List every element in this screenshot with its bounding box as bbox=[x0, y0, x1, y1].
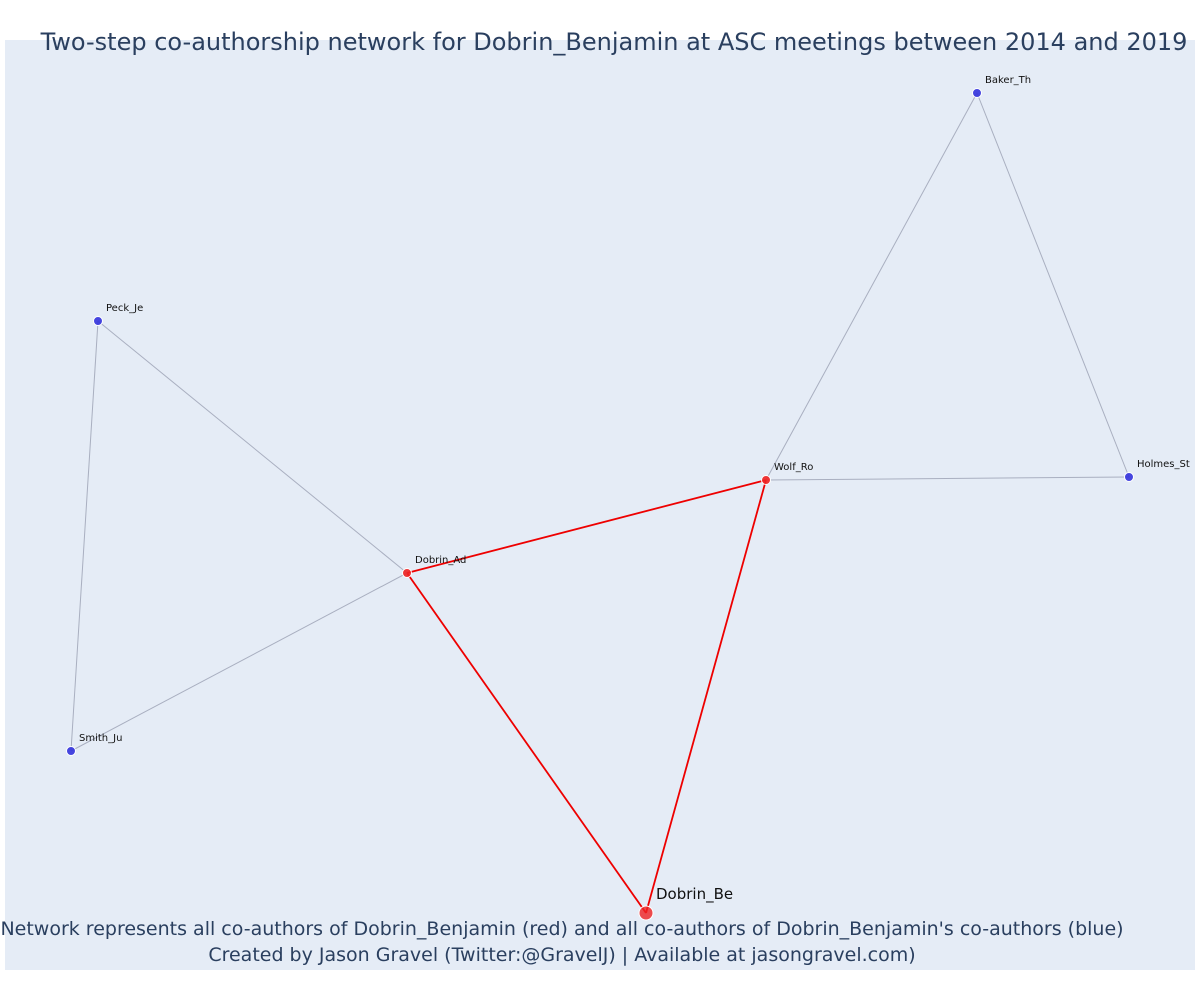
edge-Baker_Th-Holmes_St bbox=[976, 92, 1130, 478]
edge-Wolf_Ro-Baker_Th bbox=[765, 92, 978, 481]
node-label-Smith_Ju: Smith_Ju bbox=[79, 733, 122, 744]
node-label-Dobrin_Be: Dobrin_Be bbox=[656, 885, 733, 904]
node-Dobrin_Be[interactable] bbox=[638, 905, 654, 921]
node-label-Baker_Th: Baker_Th bbox=[985, 75, 1031, 86]
edge-Dobrin_Ad-Wolf_Ro bbox=[406, 479, 767, 574]
node-label-Wolf_Ro: Wolf_Ro bbox=[774, 462, 813, 473]
node-Holmes_St[interactable] bbox=[1124, 472, 1134, 482]
plot-background bbox=[5, 40, 1195, 970]
node-Smith_Ju[interactable] bbox=[66, 746, 76, 756]
credit-annotation: Created by Jason Gravel (Twitter:@Gravel… bbox=[208, 944, 916, 966]
chart-title: Two-step co-authorship network for Dobri… bbox=[40, 28, 1188, 56]
node-Baker_Th[interactable] bbox=[972, 88, 982, 98]
node-Peck_Je[interactable] bbox=[93, 316, 103, 326]
legend-annotation: Network represents all co-authors of Dob… bbox=[0, 918, 1124, 940]
edge-Dobrin_Ad-Peck_Je bbox=[97, 320, 408, 574]
edges-layer bbox=[70, 92, 1130, 914]
node-Dobrin_Ad[interactable] bbox=[402, 568, 412, 578]
node-label-Peck_Je: Peck_Je bbox=[106, 303, 143, 314]
node-label-Dobrin_Ad: Dobrin_Ad bbox=[415, 555, 466, 566]
edge-Wolf_Ro-Dobrin_Be bbox=[645, 479, 767, 914]
nodes-layer: Dobrin_Be Dobrin_Ad Wolf_Ro Baker_Th Holmes_… bbox=[66, 75, 1190, 921]
edge-Wolf_Ro-Holmes_St bbox=[765, 476, 1130, 481]
node-Wolf_Ro[interactable] bbox=[761, 475, 771, 485]
edge-Dobrin_Ad-Dobrin_Be bbox=[406, 572, 647, 914]
node-label-Holmes_St: Holmes_St bbox=[1137, 459, 1190, 470]
edge-Dobrin_Ad-Smith_Ju bbox=[70, 572, 408, 752]
edge-Peck_Je-Smith_Ju bbox=[70, 320, 99, 752]
